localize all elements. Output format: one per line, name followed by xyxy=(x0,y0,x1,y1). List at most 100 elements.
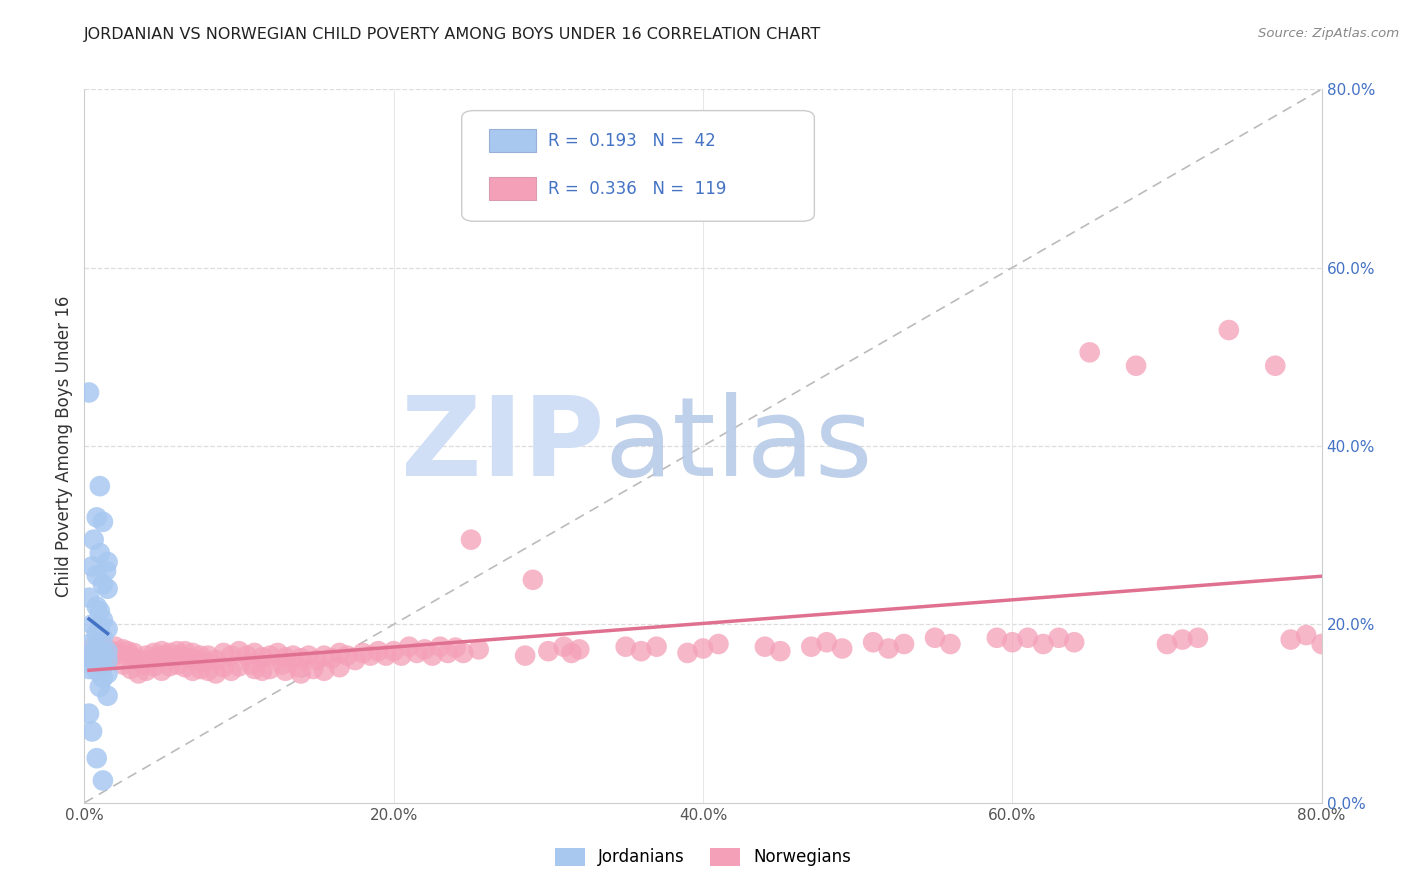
Point xyxy=(360,648,382,663)
Point xyxy=(205,653,228,667)
Point xyxy=(77,591,100,605)
Point xyxy=(86,568,108,582)
Point xyxy=(89,680,111,694)
Point xyxy=(287,660,309,674)
Point xyxy=(274,650,297,665)
Point xyxy=(86,640,108,654)
Point xyxy=(754,640,776,654)
Point xyxy=(336,648,359,663)
Point xyxy=(97,666,120,681)
Point xyxy=(329,660,352,674)
Point xyxy=(97,555,120,569)
Point xyxy=(406,646,429,660)
Point xyxy=(150,644,173,658)
Point xyxy=(468,642,491,657)
Point xyxy=(101,644,124,658)
Point xyxy=(707,637,730,651)
Point xyxy=(375,648,398,663)
Point xyxy=(769,644,792,658)
Point xyxy=(91,644,114,658)
Point xyxy=(831,641,853,656)
Point xyxy=(194,655,217,669)
Text: atlas: atlas xyxy=(605,392,873,500)
Point xyxy=(305,653,328,667)
Point xyxy=(91,640,114,654)
Point xyxy=(83,648,105,663)
Point xyxy=(104,648,127,663)
Point xyxy=(97,689,120,703)
Point xyxy=(221,664,243,678)
Point xyxy=(893,637,915,651)
Point xyxy=(128,653,150,667)
Point xyxy=(444,640,467,655)
Point xyxy=(413,642,436,657)
Bar xyxy=(489,177,536,200)
Point xyxy=(197,664,219,678)
Point xyxy=(283,648,305,663)
Point xyxy=(166,657,188,672)
Point xyxy=(83,640,105,654)
Point xyxy=(89,655,111,669)
Text: ZIP: ZIP xyxy=(401,392,605,500)
Point xyxy=(86,644,108,658)
Legend: Jordanians, Norwegians: Jordanians, Norwegians xyxy=(547,839,859,875)
Point xyxy=(522,573,544,587)
Point xyxy=(437,646,460,660)
Point xyxy=(86,510,108,524)
Point xyxy=(800,640,823,654)
Point xyxy=(120,662,142,676)
Point xyxy=(143,659,166,673)
Point xyxy=(398,640,420,654)
Text: JORDANIAN VS NORWEGIAN CHILD POVERTY AMONG BOYS UNDER 16 CORRELATION CHART: JORDANIAN VS NORWEGIAN CHILD POVERTY AMO… xyxy=(84,27,821,42)
Point xyxy=(314,648,336,663)
Point xyxy=(692,641,714,656)
Point xyxy=(302,662,325,676)
Point xyxy=(290,651,312,665)
Point xyxy=(82,559,104,574)
Point xyxy=(290,666,312,681)
Point xyxy=(132,657,155,672)
Point xyxy=(97,622,120,636)
Point xyxy=(174,644,197,658)
Point xyxy=(128,666,150,681)
Point xyxy=(1032,637,1054,651)
Point xyxy=(159,646,181,660)
Point xyxy=(166,644,188,658)
Point xyxy=(89,622,111,636)
Point xyxy=(188,662,212,676)
Point xyxy=(1017,631,1039,645)
Point xyxy=(112,657,135,672)
Point xyxy=(107,646,129,660)
Text: R =  0.193   N =  42: R = 0.193 N = 42 xyxy=(548,132,716,150)
Point xyxy=(314,664,336,678)
Point xyxy=(1171,632,1194,647)
Point xyxy=(1078,345,1101,359)
Point xyxy=(1063,635,1085,649)
Point xyxy=(91,657,114,672)
Point xyxy=(148,650,170,665)
Point xyxy=(1264,359,1286,373)
Point xyxy=(77,385,100,400)
Point xyxy=(367,644,389,658)
Point xyxy=(561,646,583,660)
Point xyxy=(83,533,105,547)
Point xyxy=(645,640,668,654)
Point xyxy=(97,644,120,658)
Point xyxy=(135,648,157,663)
Point xyxy=(179,651,201,665)
Point xyxy=(329,646,352,660)
Point xyxy=(274,664,297,678)
Point xyxy=(986,631,1008,645)
Point xyxy=(228,644,250,658)
Point xyxy=(86,751,108,765)
Point xyxy=(352,646,374,660)
Point xyxy=(77,662,100,676)
Point xyxy=(1310,637,1333,651)
Point xyxy=(89,479,111,493)
Point xyxy=(515,648,537,663)
Point xyxy=(120,648,142,663)
Point xyxy=(537,644,560,658)
Point xyxy=(1295,628,1317,642)
Point xyxy=(159,659,181,673)
Point xyxy=(382,644,405,658)
